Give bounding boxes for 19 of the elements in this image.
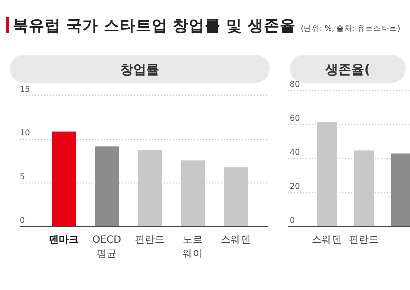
y-tick-label: 20 (290, 182, 300, 191)
y-tick-label: 60 (290, 114, 300, 123)
x-tick-label: 스웨덴 (221, 235, 251, 246)
chart-title: 생존율( (324, 63, 370, 78)
x-tick-label: OECD 평균 (92, 235, 122, 260)
x-tick-label: 핀란드 (135, 235, 165, 246)
y-tick-label: 5 (20, 172, 26, 182)
y-tick-label: 0 (290, 216, 296, 225)
x-tick-label: 덴마크 (49, 235, 79, 246)
y-tick-label: 0 (20, 216, 26, 225)
y-tick-label: 15 (20, 85, 30, 94)
text: 북유럽 국가 스타트업 창업률 및 생존율 (13, 17, 296, 35)
x-tick-label: 노르 웨이 (183, 235, 203, 260)
x-tick-label: 스웨덴 (312, 235, 342, 246)
y-tick-label: 10 (20, 128, 30, 138)
y-tick-label: 40 (290, 148, 300, 157)
y-tick-label: 80 (290, 80, 300, 89)
x-tick-label: 핀란드 (349, 235, 379, 246)
chart-title: 창업률 (120, 63, 160, 78)
